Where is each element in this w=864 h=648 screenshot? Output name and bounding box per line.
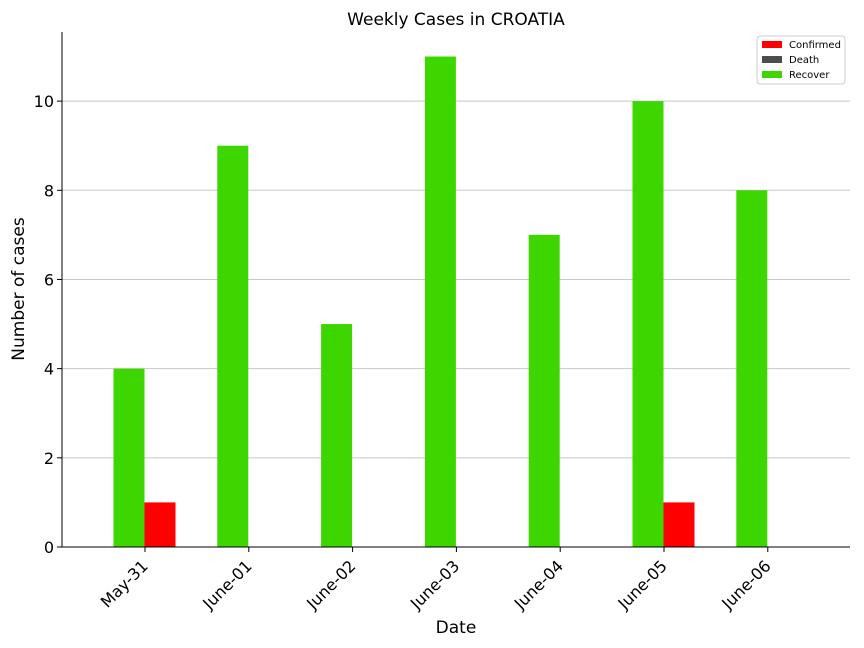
- bar-recover: [736, 190, 768, 547]
- x-tick-label: June-04: [510, 556, 567, 613]
- y-tick-label: 8: [44, 181, 54, 200]
- bar-recover: [528, 234, 560, 547]
- chart-title: Weekly Cases in CROATIA: [347, 10, 565, 30]
- y-tick-label: 10: [34, 92, 54, 111]
- legend: Confirmed Death Recover: [756, 35, 846, 85]
- bars: [113, 56, 768, 548]
- legend-swatch: [762, 56, 782, 63]
- bar-recover: [632, 101, 664, 548]
- y-tick-label: 0: [44, 538, 54, 557]
- x-tick-label: June-02: [302, 556, 359, 613]
- x-tick-label: June-03: [406, 556, 463, 613]
- legend-entry: Confirmed: [789, 40, 841, 51]
- bar-recover: [321, 324, 353, 547]
- y-axis-label: Number of cases: [9, 217, 29, 361]
- bar-recover: [424, 56, 456, 548]
- x-tick-label: June-06: [717, 556, 774, 613]
- bar-confirmed: [663, 502, 695, 547]
- x-tick-label: June-05: [614, 556, 671, 613]
- legend-swatch: [762, 41, 782, 48]
- bar-recover: [217, 145, 249, 547]
- x-ticks: May-31 June-01 June-02 June-03 June-04 June-0…: [97, 547, 775, 614]
- x-tick-label: June-01: [198, 556, 255, 613]
- y-ticks: 0 2 4 6 8 10: [34, 92, 62, 557]
- legend-swatch: [762, 71, 782, 78]
- legend-entry: Recover: [789, 70, 830, 81]
- x-axis-label: Date: [436, 618, 477, 638]
- y-tick-label: 4: [44, 360, 54, 379]
- bar-confirmed: [144, 502, 176, 547]
- gridlines: [62, 100, 850, 459]
- y-tick-label: 6: [44, 270, 54, 289]
- bar-recover: [113, 368, 145, 547]
- y-tick-label: 2: [44, 449, 54, 468]
- legend-entry: Death: [789, 55, 819, 66]
- x-tick-label: May-31: [97, 556, 152, 611]
